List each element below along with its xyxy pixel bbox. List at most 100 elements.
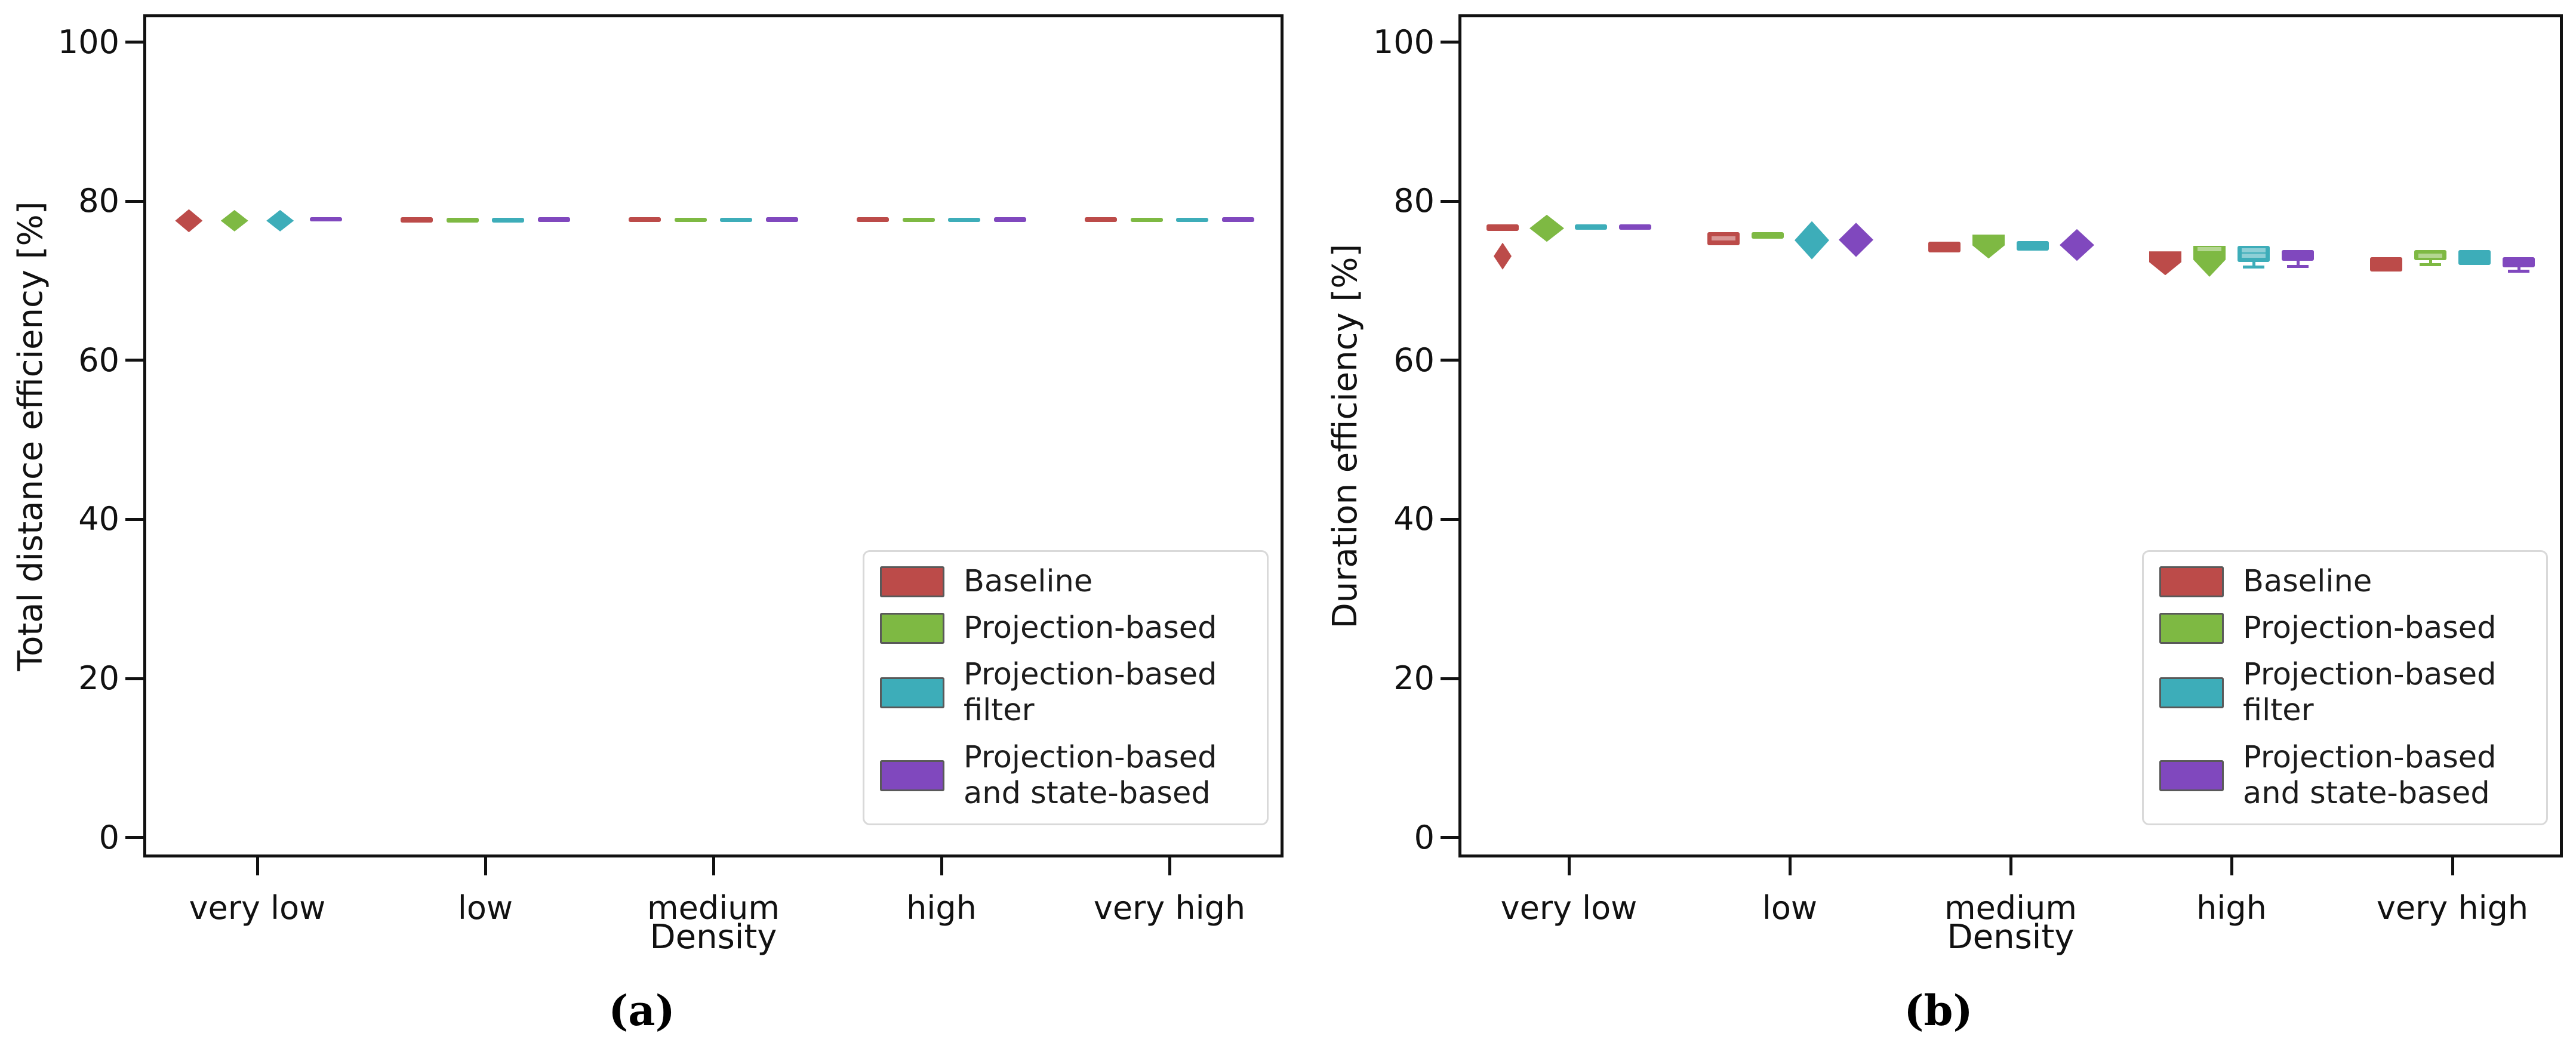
y-tick-label: 80 xyxy=(1393,182,1435,220)
box-mark xyxy=(1928,242,1961,252)
legend-swatch xyxy=(880,677,944,709)
whisker xyxy=(2296,261,2300,267)
y-tick xyxy=(1441,836,1458,840)
legend-item: Projection-based filter xyxy=(2159,657,2531,729)
y-tick-label: 40 xyxy=(1393,500,1435,538)
x-tick-label: very high xyxy=(1093,889,1246,927)
y-tick xyxy=(1441,199,1458,203)
x-tick xyxy=(1788,857,1792,875)
box-mark xyxy=(857,217,890,222)
x-tick-label: high xyxy=(2196,889,2267,927)
legend-item: Projection-based xyxy=(880,610,1251,646)
y-tick xyxy=(1441,41,1458,44)
box-mark xyxy=(629,217,661,222)
y-axis-label: Total distance efficiency [%] xyxy=(11,200,50,671)
box-mark xyxy=(309,217,342,221)
legend-label: Projection-based xyxy=(964,610,1217,646)
y-tick xyxy=(125,677,143,680)
median-line xyxy=(2242,248,2266,252)
box-mark xyxy=(492,218,525,223)
whisker xyxy=(2517,267,2520,272)
box-mark xyxy=(2414,249,2446,260)
box-mark xyxy=(537,217,570,222)
legend-label: Baseline xyxy=(2243,563,2372,599)
x-tick xyxy=(1168,857,1171,875)
x-tick xyxy=(1567,857,1571,875)
x-tick xyxy=(712,857,715,875)
box-mark xyxy=(1707,232,1740,245)
legend-item: Baseline xyxy=(880,564,1251,600)
panel-caption: (a) xyxy=(608,986,675,1035)
legend-swatch xyxy=(880,613,944,644)
whisker-cap xyxy=(2287,265,2309,269)
legend-label: Projection-based filter xyxy=(964,657,1217,729)
y-tick xyxy=(1441,677,1458,680)
box-mark xyxy=(2458,249,2491,265)
box-mark xyxy=(401,217,433,223)
legend: Baseline Projection-based Projection-based… xyxy=(863,550,1269,825)
legend-label: Projection-based filter xyxy=(2243,657,2497,729)
box-mark xyxy=(1176,218,1209,222)
box-mark xyxy=(720,218,753,222)
legend-item: Baseline xyxy=(2159,564,2531,600)
box-mark xyxy=(446,218,479,223)
y-tick-label: 100 xyxy=(1372,23,1435,61)
legend-label: Projection-based xyxy=(2243,610,2497,646)
box-mark xyxy=(674,218,707,222)
legend-swatch xyxy=(2159,677,2224,709)
y-tick xyxy=(125,517,143,521)
box-mark xyxy=(2282,249,2314,261)
legend-item: Projection-based and state-based xyxy=(2159,740,2531,812)
x-tick xyxy=(484,857,487,875)
legend-swatch xyxy=(2159,566,2224,598)
x-tick xyxy=(256,857,259,875)
whisker xyxy=(2429,260,2432,265)
x-tick-label: low xyxy=(457,889,513,927)
x-tick xyxy=(2451,857,2454,875)
x-tick-label: high xyxy=(906,889,977,927)
x-axis-label: Density xyxy=(650,918,777,957)
box-mark xyxy=(1085,217,1118,222)
median-line xyxy=(2198,247,2221,252)
y-tick xyxy=(1441,517,1458,521)
y-tick xyxy=(125,199,143,203)
x-tick-label: very high xyxy=(2376,889,2529,927)
legend-label: Projection-based and state-based xyxy=(964,739,1217,811)
legend-item: Projection-based filter xyxy=(880,657,1251,729)
median-line xyxy=(2418,253,2442,258)
box-mark xyxy=(1619,224,1651,230)
x-tick-label: low xyxy=(1762,889,1818,927)
x-tick-label: medium xyxy=(647,889,780,927)
x-tick-label: medium xyxy=(1944,889,2077,927)
legend-label: Baseline xyxy=(964,563,1093,599)
whisker-cap xyxy=(2508,270,2529,273)
y-tick-label: 0 xyxy=(1414,818,1435,856)
y-tick-label: 20 xyxy=(78,659,119,698)
median-line xyxy=(1712,236,1735,240)
y-tick xyxy=(1441,359,1458,362)
box-mark xyxy=(2238,245,2270,262)
x-tick xyxy=(2230,857,2233,875)
y-tick-label: 60 xyxy=(78,341,119,379)
legend-swatch xyxy=(2159,613,2224,644)
box-mark xyxy=(902,218,935,222)
legend: Baseline Projection-based Projection-based… xyxy=(2142,550,2548,825)
y-tick-label: 40 xyxy=(78,500,119,538)
box-mark xyxy=(1752,232,1784,239)
legend-swatch xyxy=(880,760,944,791)
legend-item: Projection-based and state-based xyxy=(880,740,1251,812)
box-mark xyxy=(1575,224,1607,230)
median-line xyxy=(2242,253,2266,258)
box-mark xyxy=(765,217,798,222)
box-mark xyxy=(948,218,981,222)
box-mark xyxy=(1486,224,1519,231)
legend-swatch xyxy=(880,566,944,598)
legend-item: Projection-based xyxy=(2159,610,2531,646)
legend-label: Projection-based and state-based xyxy=(2243,739,2497,811)
x-tick xyxy=(2009,857,2012,875)
y-tick-label: 20 xyxy=(1393,659,1435,698)
y-tick-label: 80 xyxy=(78,182,119,220)
box-mark xyxy=(1130,218,1163,222)
x-tick-label: very low xyxy=(1500,889,1638,927)
